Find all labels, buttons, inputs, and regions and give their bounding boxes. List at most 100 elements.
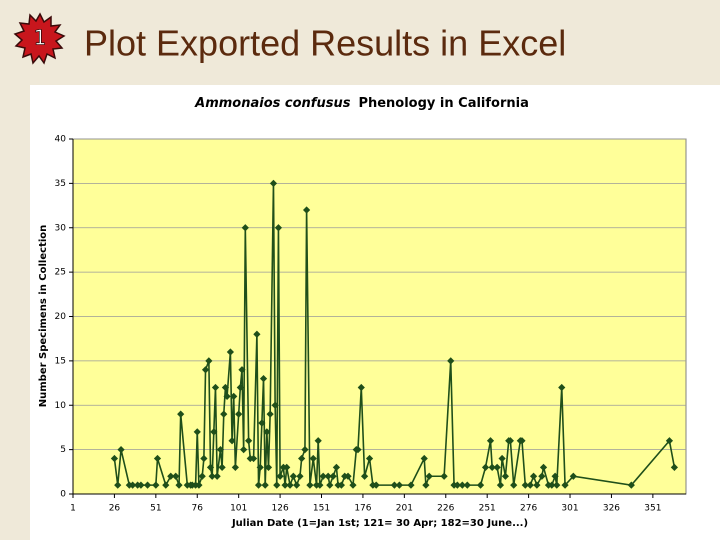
data-point [271, 401, 279, 409]
data-point [486, 437, 495, 445]
data-point [137, 481, 145, 489]
data-point [425, 472, 433, 480]
data-point [231, 463, 239, 471]
y-tick-label: 30 [55, 223, 67, 233]
data-point [283, 463, 291, 471]
data-point [395, 481, 403, 489]
data-point [360, 472, 369, 480]
data-point [526, 481, 534, 489]
data-point [365, 454, 374, 463]
y-tick-label: 20 [55, 312, 67, 322]
data-point [420, 454, 428, 463]
data-point [258, 419, 266, 427]
data-point [235, 410, 243, 418]
data-point [558, 383, 566, 392]
chart-title: Ammonaios confusus Phenology in Californi… [194, 96, 529, 111]
y-tick-label: 10 [55, 401, 67, 411]
chart-title-rest: Phenology in California [358, 96, 528, 111]
data-point [177, 410, 185, 418]
data-point [301, 446, 309, 454]
y-tick-label: 35 [55, 179, 66, 189]
data-point [298, 454, 306, 463]
data-point [309, 454, 317, 463]
data-point [256, 463, 264, 471]
data-point [569, 472, 577, 480]
data-point [498, 454, 506, 463]
data-point [289, 472, 297, 480]
data-point [496, 481, 505, 489]
data-point [153, 454, 162, 463]
y-tick-label: 15 [55, 356, 66, 366]
data-point [263, 428, 271, 436]
data-point [198, 472, 206, 480]
data-point [357, 383, 365, 392]
data-point [228, 437, 236, 445]
data-point [349, 481, 357, 489]
data-point [249, 454, 258, 463]
data-point [453, 481, 461, 489]
x-tick-label: 151 [313, 504, 330, 514]
data-point [175, 481, 183, 489]
series-line [113, 183, 676, 489]
data-point [286, 481, 294, 489]
data-point [332, 463, 341, 471]
y-tick-label: 5 [60, 445, 66, 455]
data-point [223, 392, 231, 400]
chart-title-species: Ammonaios confusus [194, 96, 351, 111]
x-tick-label: 201 [396, 504, 413, 514]
data-point [269, 179, 278, 187]
data-point [221, 383, 230, 392]
x-tick-label: 1 [70, 504, 76, 514]
data-point [670, 463, 679, 471]
data-point [319, 472, 327, 480]
data-point [521, 481, 529, 489]
y-tick-label: 25 [55, 268, 66, 278]
data-point [422, 481, 430, 489]
data-point [236, 383, 244, 392]
x-tick-label: 51 [150, 504, 161, 514]
data-point [627, 481, 635, 489]
data-point [226, 348, 234, 356]
data-point [114, 481, 122, 489]
data-point [110, 454, 119, 463]
data-point [218, 463, 226, 471]
data-point [344, 472, 352, 480]
x-tick-label: 301 [561, 504, 578, 514]
x-tick-label: 251 [479, 504, 496, 514]
data-point [463, 481, 471, 489]
data-point [390, 481, 399, 489]
data-point [440, 472, 448, 480]
data-point [240, 446, 248, 454]
data-point [665, 437, 674, 445]
data-point [206, 463, 215, 471]
data-point [506, 437, 514, 445]
data-point [129, 481, 137, 489]
x-axis-label: Julian Date (1=Jan 1st; 121= 30 Apr; 182… [231, 518, 528, 529]
data-point [220, 410, 228, 418]
data-point [533, 481, 541, 489]
data-point [172, 472, 180, 480]
data-point [326, 481, 334, 489]
data-point [152, 481, 160, 489]
badge-number: 1 [34, 26, 47, 50]
data-point [314, 437, 322, 445]
data-point [493, 463, 501, 471]
data-point [213, 472, 221, 480]
x-tick-label: 126 [272, 504, 289, 514]
x-tick-label: 101 [230, 504, 247, 514]
x-tick-label: 176 [354, 504, 371, 514]
y-tick-label: 0 [60, 490, 66, 500]
data-point [539, 463, 548, 471]
data-point [143, 481, 152, 489]
data-point [241, 224, 249, 232]
data-point [551, 472, 559, 480]
data-point [553, 481, 561, 489]
data-point [167, 472, 175, 480]
data-point [510, 481, 518, 489]
data-point [238, 366, 246, 374]
data-point [561, 481, 569, 489]
x-tick-label: 226 [437, 504, 454, 514]
data-point [200, 454, 208, 463]
data-point [458, 481, 466, 489]
data-point [253, 330, 261, 338]
